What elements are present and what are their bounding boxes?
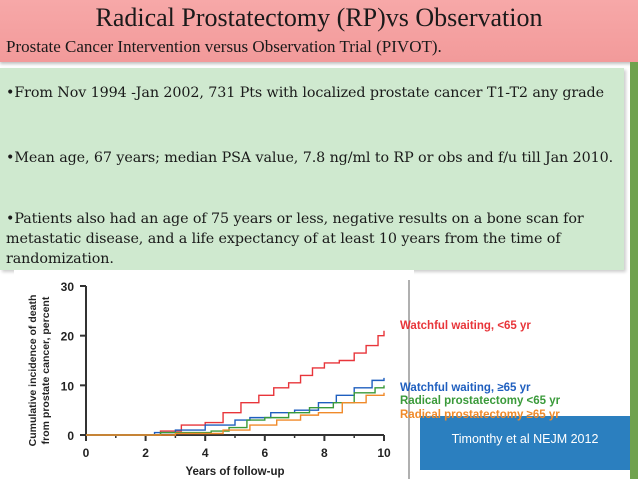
x-tick-label: 10	[377, 446, 391, 460]
citation-box: Timonthy et al NEJM 2012	[420, 416, 630, 470]
x-axis-label: Years of follow-up	[185, 466, 284, 478]
incidence-chart: 0 10 20 30 0 2 4 6 8 10 Years of follow-up Cumulati…	[14, 270, 414, 479]
legend-entry-2: Radical prostatectomy <65 yr	[400, 395, 561, 407]
title-band	[0, 0, 638, 62]
slide-title: Radical Prostatectomy (RP)vs Observation	[95, 3, 543, 32]
x-tick-label: 8	[321, 446, 328, 460]
bullet-enrollment: •From Nov 1994 -Jan 2002, 731 Pts with l…	[6, 85, 604, 101]
x-tick-label: 4	[202, 446, 209, 460]
bullet-eligibility: •Patients also had an age of 75 years or…	[6, 211, 584, 267]
series-line-2	[86, 385, 385, 436]
y-tick-label: 30	[61, 280, 75, 294]
series-line-3	[86, 392, 385, 436]
chart-border	[408, 280, 410, 479]
y-tick-label: 10	[61, 379, 75, 393]
chart-svg: 0 10 20 30 0 2 4 6 8 10 Years of follow-up Cumulati…	[27, 280, 391, 478]
bullet-age-psa: •Mean age, 67 years; median PSA value, 7…	[6, 150, 614, 166]
x-tick-label: 2	[142, 446, 149, 460]
series-line-0	[86, 330, 385, 436]
accent-stripe	[630, 62, 638, 479]
y-axis-label-line2: from prostate cancer, percent	[40, 296, 52, 444]
y-axis-label: Cumulative incidence of death	[27, 295, 39, 447]
legend-entry-0: Watchful waiting, <65 yr	[400, 320, 531, 332]
legend-entry-3: Radical prostatectomy ≥65 yr	[400, 409, 560, 421]
chart-legend: Watchful waiting, <65 yr Watchful waiting…	[400, 320, 561, 421]
citation-text: Timonthy et al NEJM 2012	[451, 432, 599, 446]
series-line-1	[86, 377, 385, 436]
legend-entry-1: Watchful waiting, ≥65 yr	[400, 382, 531, 394]
bullet-box: •From Nov 1994 -Jan 2002, 731 Pts with l…	[0, 68, 624, 270]
y-tick-label: 20	[61, 330, 75, 344]
y-tick-label: 0	[67, 429, 74, 443]
slide-subtitle: Prostate Cancer Intervention versus Obse…	[6, 37, 442, 56]
x-tick-label: 0	[83, 446, 90, 460]
x-tick-label: 6	[261, 446, 268, 460]
